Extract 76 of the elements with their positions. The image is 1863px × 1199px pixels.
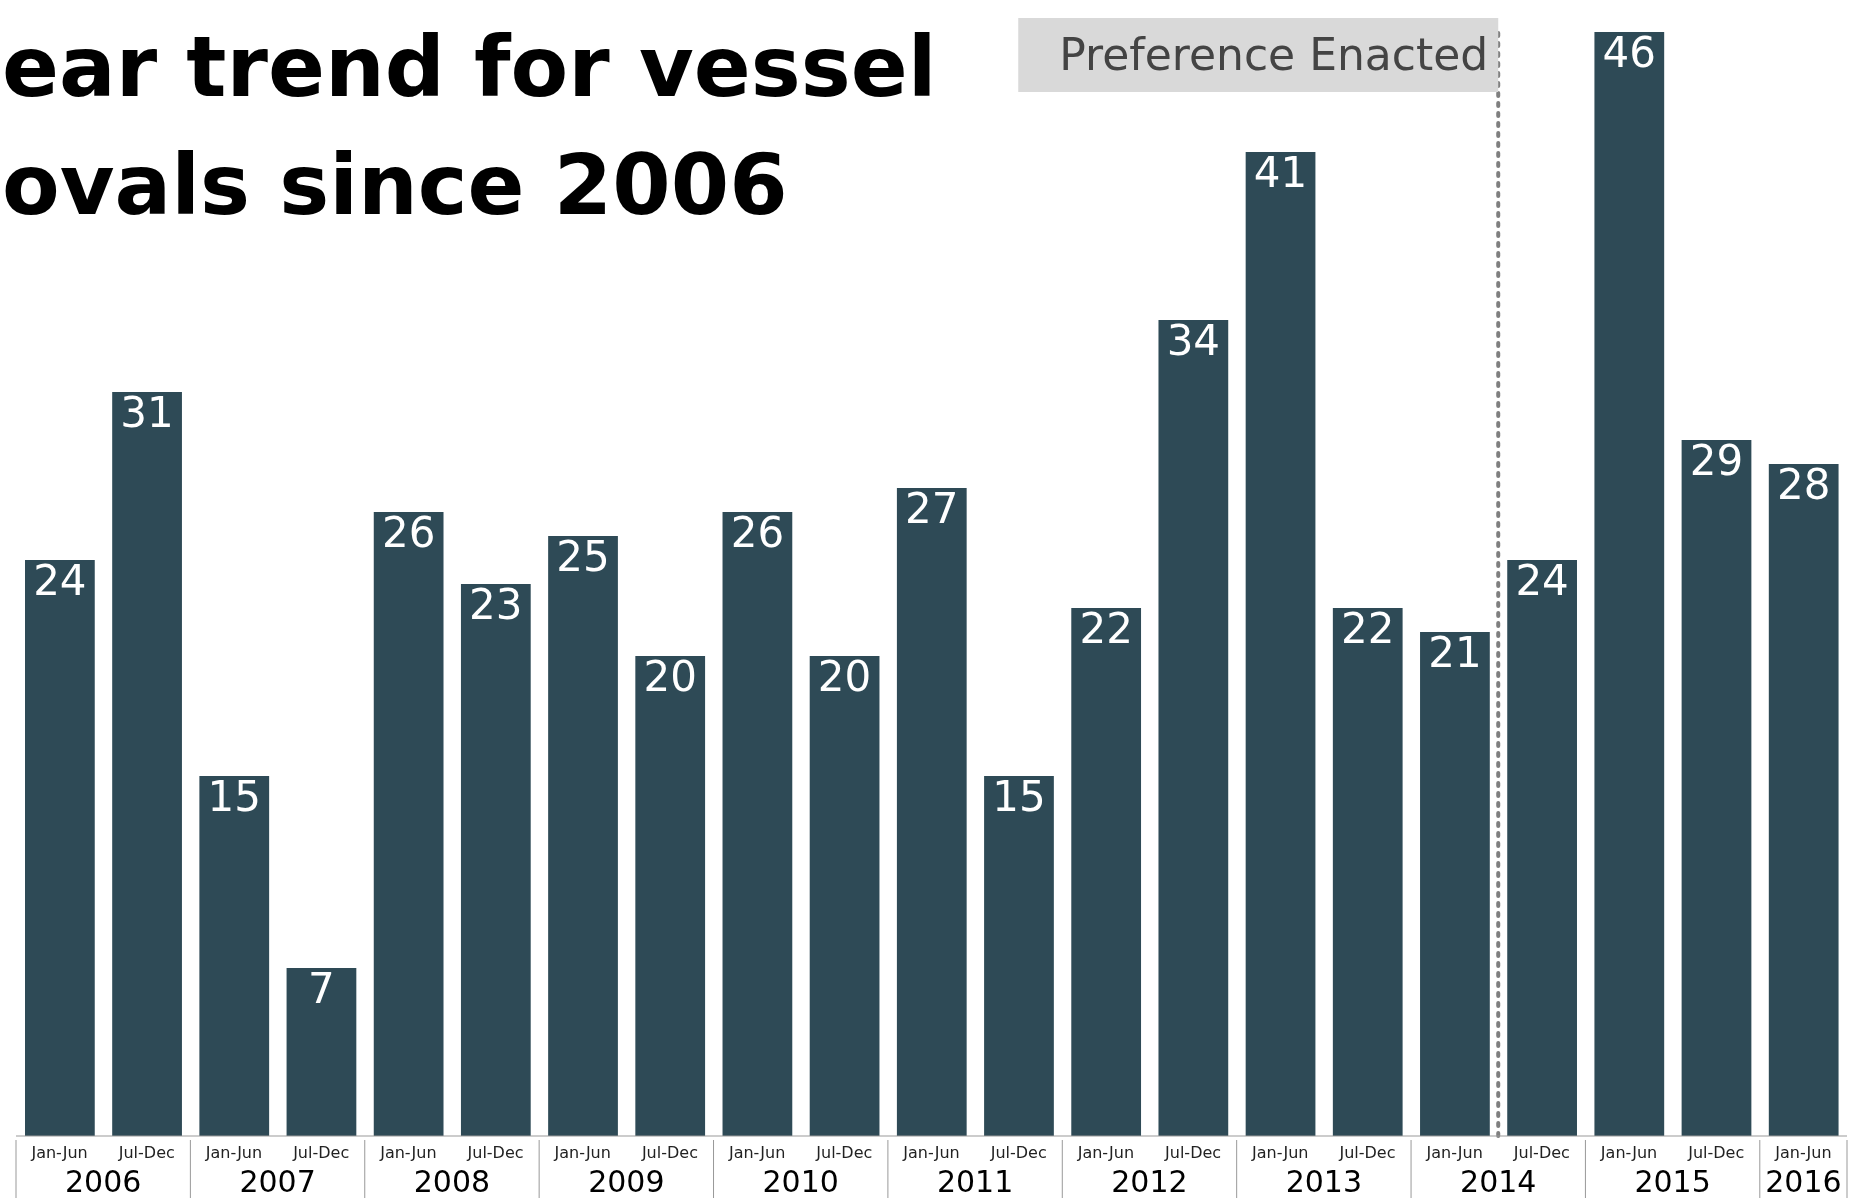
data-label: 26 — [381, 507, 436, 557]
data-label: 15 — [207, 771, 261, 821]
x-tick-label: Jan-Jun — [1425, 1143, 1483, 1162]
x-tick-label: Jul-Dec — [117, 1143, 175, 1162]
data-label: 24 — [33, 555, 87, 605]
data-label: 20 — [817, 651, 872, 701]
data-label: 7 — [308, 963, 335, 1013]
text: 2014 — [1460, 1164, 1537, 1199]
data-label: 22 — [1079, 603, 1133, 653]
bar — [896, 488, 967, 1136]
bar — [373, 512, 444, 1136]
x-tick-label: Jul-Dec — [640, 1143, 698, 1162]
x-tick-label: Jul-Dec — [989, 1143, 1047, 1162]
text: 2011 — [936, 1164, 1014, 1199]
annotation: Preference Enacted — [1059, 29, 1489, 80]
bar — [25, 560, 95, 1136]
bar — [722, 512, 793, 1136]
data-label: 34 — [1166, 315, 1221, 365]
x-tick-label: Jan-Jun — [379, 1143, 437, 1162]
data-label: 28 — [1776, 459, 1831, 509]
bar — [1507, 560, 1577, 1136]
x-tick-label: Jan-Jun — [1774, 1143, 1832, 1162]
text: 2013 — [1285, 1164, 1363, 1199]
data-label: 23 — [469, 579, 523, 629]
text: 2007 — [239, 1164, 316, 1199]
x-tick-label: Jul-Dec — [292, 1143, 350, 1162]
x-tick-label: Jan-Jun — [553, 1143, 611, 1162]
bar — [286, 968, 357, 1136]
data-label: 25 — [556, 531, 610, 581]
text: 2015 — [1634, 1164, 1711, 1199]
data-label: 46 — [1602, 27, 1657, 77]
data-label: 15 — [992, 771, 1046, 821]
text: 2016 — [1765, 1164, 1842, 1199]
x-tick-label: Jan-Jun — [902, 1143, 960, 1162]
x-tick-label: Jul-Dec — [815, 1143, 873, 1162]
text: 2008 — [413, 1164, 491, 1199]
x-tick-label: Jul-Dec — [1512, 1143, 1570, 1162]
bar — [1681, 440, 1752, 1136]
x-tick-label: Jul-Dec — [1338, 1143, 1396, 1162]
data-label: 41 — [1253, 147, 1308, 197]
x-tick-label: Jan-Jun — [1251, 1143, 1309, 1162]
bar — [112, 392, 182, 1136]
x-tick-label: Jan-Jun — [1599, 1143, 1658, 1162]
bar — [1594, 32, 1665, 1136]
bar — [1245, 152, 1316, 1136]
data-label: 21 — [1428, 627, 1482, 677]
bar — [1420, 632, 1490, 1136]
data-label: 22 — [1341, 603, 1395, 653]
data-label: 20 — [643, 651, 697, 701]
bar — [1071, 608, 1142, 1136]
text: 2012 — [1111, 1164, 1188, 1199]
data-label: 29 — [1689, 435, 1744, 485]
data-label: 27 — [905, 483, 959, 533]
x-tick-label: Jan-Jun — [1076, 1143, 1135, 1162]
text: 2006 — [65, 1164, 142, 1199]
x-tick-label: Jul-Dec — [466, 1143, 524, 1162]
text: 2009 — [588, 1164, 665, 1199]
bar — [1332, 608, 1403, 1136]
bar — [809, 656, 880, 1136]
bar — [460, 584, 531, 1136]
data-label: 31 — [120, 387, 174, 437]
x-tick-label: Jul-Dec — [1164, 1143, 1222, 1162]
x-tick-label: Jan-Jun — [727, 1143, 786, 1162]
x-tick-label: Jul-Dec — [1687, 1143, 1745, 1162]
x-tick-label: Jan-Jun — [30, 1143, 88, 1162]
text: ear trend for vessel ovals since 2006 — [2, 17, 937, 236]
bar — [548, 536, 618, 1136]
bar — [199, 776, 270, 1136]
bar — [635, 656, 706, 1136]
text: 2010 — [762, 1164, 839, 1199]
data-label: 24 — [1515, 555, 1569, 605]
x-tick-label: Jan-Jun — [204, 1143, 263, 1162]
data-label: 26 — [730, 507, 785, 557]
bar — [1768, 464, 1839, 1136]
bar — [1158, 320, 1229, 1136]
bar — [984, 776, 1054, 1136]
